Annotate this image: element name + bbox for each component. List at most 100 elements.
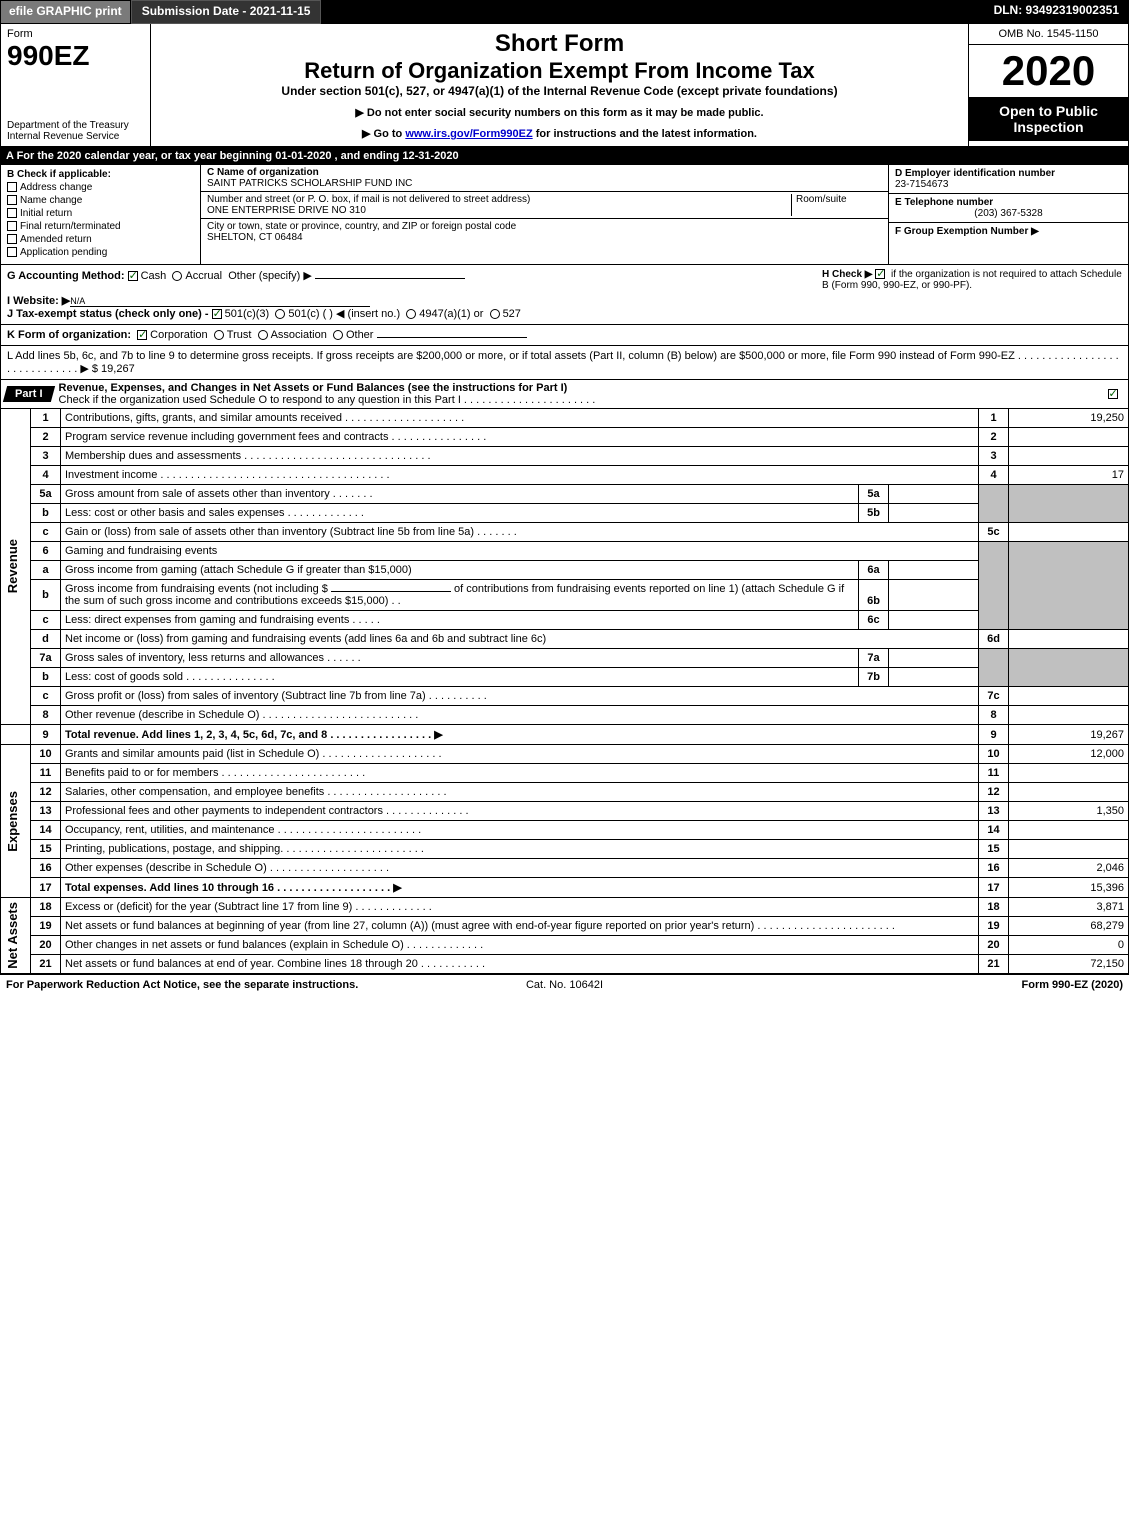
check-final-return[interactable]: Final return/terminated [7,221,194,232]
l6c-val[interactable] [889,611,979,630]
part1-title: Revenue, Expenses, and Changes in Net As… [59,382,568,394]
phone-value: (203) 367-5328 [895,208,1122,219]
h-block: H Check ▶ if the organization is not req… [822,269,1122,320]
check-schedule-b[interactable] [875,269,885,279]
l7a-val[interactable] [889,649,979,668]
form-title: Return of Organization Exempt From Incom… [157,58,962,84]
l6b-t: Gross income from fundraising events (no… [61,580,859,611]
l6a-t: Gross income from gaming (attach Schedul… [61,561,859,580]
j1-label: 501(c)(3) [225,308,270,320]
website-value: N/A [70,296,370,307]
city-value: SHELTON, CT 06484 [207,232,882,243]
l15-bn: 15 [979,840,1009,859]
l11-t: Benefits paid to or for members . . . . … [61,764,979,783]
l9-n: 9 [31,725,61,745]
l9-a: 19,267 [1009,725,1129,745]
radio-other-org[interactable] [333,330,343,340]
l5b-t: Less: cost or other basis and sales expe… [61,504,859,523]
l20-bn: 20 [979,936,1009,955]
form-ref: Form 990-EZ (2020) [751,979,1123,991]
part1-check-line: Check if the organization used Schedule … [59,394,596,406]
l6a-val[interactable] [889,561,979,580]
l13-a: 1,350 [1009,802,1129,821]
l16-bn: 16 [979,859,1009,878]
entity-block: B Check if applicable: Address change Na… [0,165,1129,265]
other-org-input[interactable] [377,337,527,338]
j4-label: 527 [503,308,521,320]
instructions-link[interactable]: www.irs.gov/Form990EZ [405,128,532,140]
form-id-block: Form 990EZ Department of the Treasury In… [1,24,151,146]
l16-a: 2,046 [1009,859,1129,878]
l6b-contrib-input[interactable] [331,591,451,592]
radio-4947[interactable] [406,309,416,319]
check-amended-return[interactable]: Amended return [7,234,194,245]
l6d-bn: 6d [979,630,1009,649]
check-501c3[interactable] [212,309,222,319]
short-form-label: Short Form [157,30,962,58]
l5a-val[interactable] [889,485,979,504]
l9-t: Total revenue. Add lines 1, 2, 3, 4, 5c,… [61,725,979,745]
l21-n: 21 [31,955,61,974]
k-label: K Form of organization: [7,329,131,341]
l18-n: 18 [31,898,61,917]
l6d-a [1009,630,1129,649]
l14-n: 14 [31,821,61,840]
l5a-box: 5a [859,485,889,504]
l7c-n: c [31,687,61,706]
check-schedule-o-part1[interactable] [1108,389,1118,399]
l5c-n: c [31,523,61,542]
part1-header: Part I Revenue, Expenses, and Changes in… [0,380,1129,409]
l7a-t: Gross sales of inventory, less returns a… [61,649,859,668]
top-bar: efile GRAPHIC print Submission Date - 20… [0,0,1129,24]
check-initial-return[interactable]: Initial return [7,208,194,219]
l17-bn: 17 [979,878,1009,898]
efile-print-button[interactable]: efile GRAPHIC print [0,0,131,24]
radio-527[interactable] [490,309,500,319]
l19-bn: 19 [979,917,1009,936]
other-specify-input[interactable] [315,278,465,279]
netassets-label: Net Assets [5,902,20,969]
l6b-n: b [31,580,61,611]
k4-label: Other [346,329,374,341]
l8-bn: 8 [979,706,1009,725]
l1-t: Contributions, gifts, grants, and simila… [61,409,979,428]
l21-t: Net assets or fund balances at end of ye… [61,955,979,974]
l20-t: Other changes in net assets or fund bala… [61,936,979,955]
j3-label: 4947(a)(1) or [419,308,483,320]
l16-t: Other expenses (describe in Schedule O) … [61,859,979,878]
l13-n: 13 [31,802,61,821]
part1-badge: Part I [3,386,55,402]
check-name-change[interactable]: Name change [7,195,194,206]
tax-period: A For the 2020 calendar year, or tax yea… [0,147,1129,165]
cat-no: Cat. No. 10642I [378,979,750,991]
l5a-n: 5a [31,485,61,504]
instructions-link-line: ▶ Go to www.irs.gov/Form990EZ for instru… [157,127,962,140]
omb-number: OMB No. 1545-1150 [969,24,1128,45]
e-label: E Telephone number [895,197,1122,208]
l6b-val[interactable] [889,580,979,611]
section-b-checks: B Check if applicable: Address change Na… [1,165,201,264]
expenses-label: Expenses [5,791,20,852]
l14-a [1009,821,1129,840]
addr-value: ONE ENTERPRISE DRIVE NO 310 [207,205,787,216]
l7b-n: b [31,668,61,687]
radio-association[interactable] [258,330,268,340]
check-address-change[interactable]: Address change [7,182,194,193]
l21-a: 72,150 [1009,955,1129,974]
ssn-warning: ▶ Do not enter social security numbers o… [157,106,962,119]
check-application-pending[interactable]: Application pending [7,247,194,258]
l20-n: 20 [31,936,61,955]
l7b-val[interactable] [889,668,979,687]
l15-n: 15 [31,840,61,859]
l12-n: 12 [31,783,61,802]
submission-date: Submission Date - 2021-11-15 [131,0,322,24]
l5b-val[interactable] [889,504,979,523]
note2-pre: ▶ Go to [362,128,405,140]
check-corporation[interactable] [137,330,147,340]
l17-n: 17 [31,878,61,898]
l10-bn: 10 [979,745,1009,764]
check-cash[interactable] [128,271,138,281]
radio-accrual[interactable] [172,271,182,281]
radio-trust[interactable] [214,330,224,340]
radio-501c[interactable] [275,309,285,319]
